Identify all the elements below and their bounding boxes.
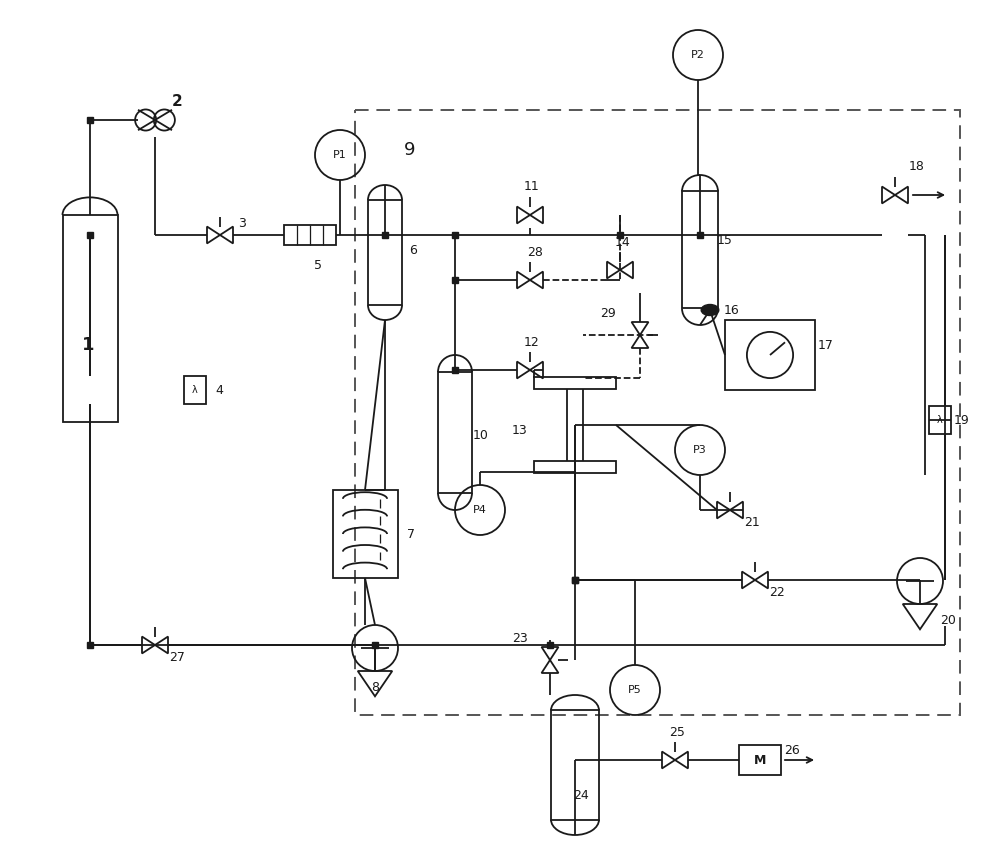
Text: 26: 26 [784, 744, 800, 757]
Text: 10: 10 [473, 428, 489, 441]
Text: 15: 15 [717, 233, 733, 246]
Text: P2: P2 [691, 50, 705, 60]
Bar [368, 200, 402, 305]
Text: 3: 3 [238, 216, 246, 229]
Text: P4: P4 [473, 505, 487, 515]
Text: 19: 19 [954, 414, 970, 427]
Text: 23: 23 [512, 632, 528, 645]
Text: 11: 11 [524, 180, 540, 193]
Text: 20: 20 [940, 614, 956, 627]
Text: 5: 5 [314, 258, 322, 272]
Text: 22: 22 [769, 586, 785, 598]
Bar [184, 376, 206, 404]
Text: 24: 24 [573, 788, 589, 801]
Bar [62, 215, 118, 422]
Bar [332, 490, 398, 578]
Bar [725, 320, 815, 390]
Text: 18: 18 [909, 161, 925, 174]
Text: 25: 25 [669, 726, 685, 739]
Bar [284, 225, 336, 245]
Ellipse shape [701, 304, 719, 315]
Bar [551, 711, 599, 820]
Text: P1: P1 [333, 150, 347, 160]
Bar [534, 378, 616, 389]
Text: 14: 14 [615, 235, 631, 249]
Text: 6: 6 [409, 244, 417, 256]
Text: 29: 29 [600, 306, 616, 320]
Text: 21: 21 [744, 516, 760, 528]
Text: 1: 1 [82, 336, 94, 354]
Text: 12: 12 [524, 335, 540, 349]
Bar [739, 745, 781, 775]
Bar [438, 372, 472, 493]
Text: 16: 16 [724, 304, 740, 316]
Text: 4: 4 [215, 384, 223, 397]
Bar [355, 110, 960, 715]
Bar [534, 461, 616, 473]
Text: 17: 17 [818, 339, 834, 351]
Text: 8: 8 [371, 681, 379, 693]
Bar [929, 406, 951, 434]
Text: 27: 27 [169, 651, 185, 663]
Text: 13: 13 [512, 423, 528, 437]
Text: 2: 2 [172, 95, 182, 109]
Text: P5: P5 [628, 685, 642, 695]
Text: M: M [754, 753, 766, 766]
Text: λ: λ [937, 415, 943, 425]
Bar [682, 192, 718, 309]
Text: λ: λ [192, 385, 198, 395]
Text: P3: P3 [693, 445, 707, 455]
Text: 28: 28 [527, 245, 543, 258]
Text: 9: 9 [404, 141, 416, 159]
Text: 7: 7 [407, 528, 415, 540]
